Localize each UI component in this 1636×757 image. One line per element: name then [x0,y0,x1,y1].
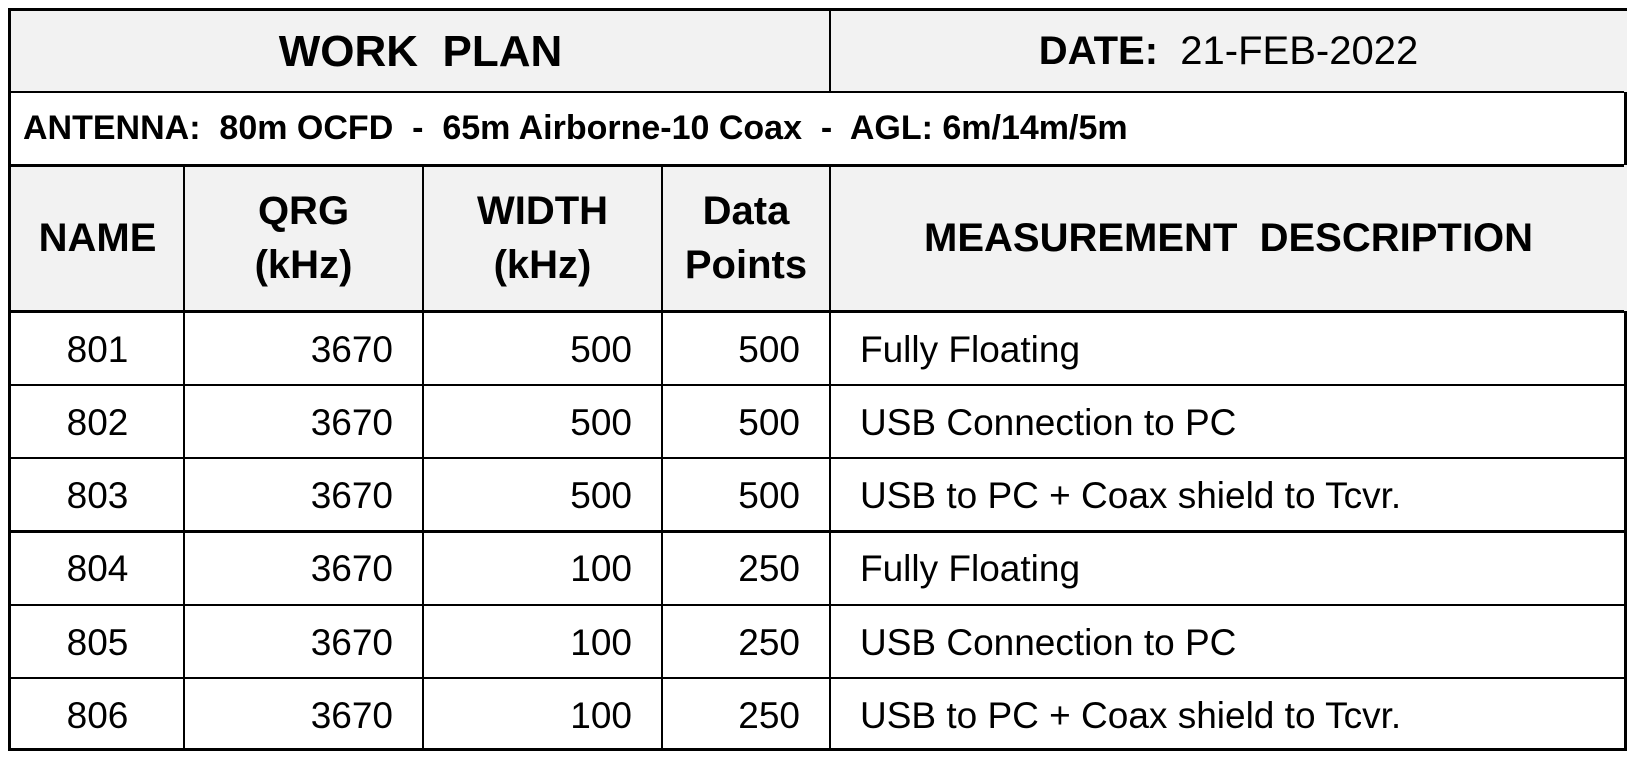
column-header-width: WIDTH (kHz) [423,165,662,311]
header-line: (kHz) [493,243,592,287]
cell-width: 100 [423,604,662,677]
cell-text: Fully Floating [860,548,1081,590]
column-header-description: MEASUREMENT DESCRIPTION [830,165,1627,311]
cell-text: 500 [570,401,632,443]
cell-data-points: 250 [662,531,830,604]
cell-text: 802 [66,401,129,443]
table-title: WORK PLAN [11,11,830,92]
column-header-name: NAME [11,165,184,311]
cell-text: 500 [738,401,800,443]
cell-name: 806 [11,678,184,751]
cell-text: USB to PC + Coax shield to Tcvr. [860,695,1402,736]
cell-text: 3670 [310,328,393,370]
cell-text: 3670 [310,548,393,590]
cell-name: 802 [11,384,184,457]
cell-text: 100 [570,621,632,663]
cell-text: 801 [66,328,129,370]
cell-text: 100 [570,695,632,736]
cell-width: 100 [423,531,662,604]
cell-text: 250 [738,621,800,663]
cell-qrg: 3670 [184,531,423,604]
work-plan-table: WORK PLAN DATE: 21-FEB-2022 ANTENNA: 80m… [8,8,1627,751]
cell-name: 805 [11,604,184,677]
cell-description: Fully Floating [830,311,1627,384]
cell-text: 805 [66,621,129,663]
header-line: Points [684,243,808,287]
cell-name: 801 [11,311,184,384]
antenna-text: ANTENNA: 80m OCFD - 65m Airborne-10 Coax… [23,109,1128,147]
cell-qrg: 3670 [184,458,423,531]
column-header-data-points: Data Points [662,165,830,311]
cell-text: 500 [570,328,632,370]
cell-width: 500 [423,311,662,384]
cell-description: Fully Floating [830,531,1627,604]
header-line: (kHz) [254,243,353,287]
cell-text: 500 [738,475,800,517]
column-header-qrg: QRG (kHz) [184,165,423,311]
cell-qrg: 3670 [184,604,423,677]
cell-text: USB Connection to PC [860,401,1237,443]
cell-text: 250 [738,695,800,736]
cell-text: Fully Floating [860,328,1081,370]
cell-data-points: 500 [662,311,830,384]
title-text: WORK PLAN [278,26,563,76]
cell-text: 803 [66,475,129,517]
header-line: NAME [38,216,157,260]
header-line: QRG [257,189,350,233]
cell-text: 500 [570,475,632,517]
cell-text: 804 [66,548,129,590]
cell-description: USB to PC + Coax shield to Tcvr. [830,458,1627,531]
cell-width: 500 [423,384,662,457]
cell-data-points: 250 [662,678,830,751]
cell-data-points: 500 [662,458,830,531]
date-value: 21-FEB-2022 [1180,29,1419,73]
cell-description: USB Connection to PC [830,384,1627,457]
cell-qrg: 3670 [184,384,423,457]
cell-width: 100 [423,678,662,751]
header-line: Data [702,189,790,233]
cell-name: 804 [11,531,184,604]
cell-text: 806 [66,695,129,736]
cell-text: USB Connection to PC [860,621,1237,663]
cell-qrg: 3670 [184,678,423,751]
date-cell: DATE: 21-FEB-2022 [830,11,1627,92]
date-label: DATE: [1038,29,1159,73]
header-line: WIDTH [476,189,609,233]
cell-description: USB Connection to PC [830,604,1627,677]
cell-text: USB to PC + Coax shield to Tcvr. [860,475,1402,517]
cell-text: 3670 [310,621,393,663]
cell-text: 3670 [310,401,393,443]
cell-width: 500 [423,458,662,531]
cell-data-points: 250 [662,604,830,677]
cell-data-points: 500 [662,384,830,457]
cell-text: 100 [570,548,632,590]
cell-description: USB to PC + Coax shield to Tcvr. [830,678,1627,751]
header-line: MEASUREMENT DESCRIPTION [924,216,1533,260]
cell-text: 3670 [310,695,393,736]
cell-name: 803 [11,458,184,531]
cell-qrg: 3670 [184,311,423,384]
cell-text: 500 [738,328,800,370]
antenna-info: ANTENNA: 80m OCFD - 65m Airborne-10 Coax… [11,92,1627,165]
cell-text: 3670 [310,475,393,517]
cell-text: 250 [738,548,800,590]
